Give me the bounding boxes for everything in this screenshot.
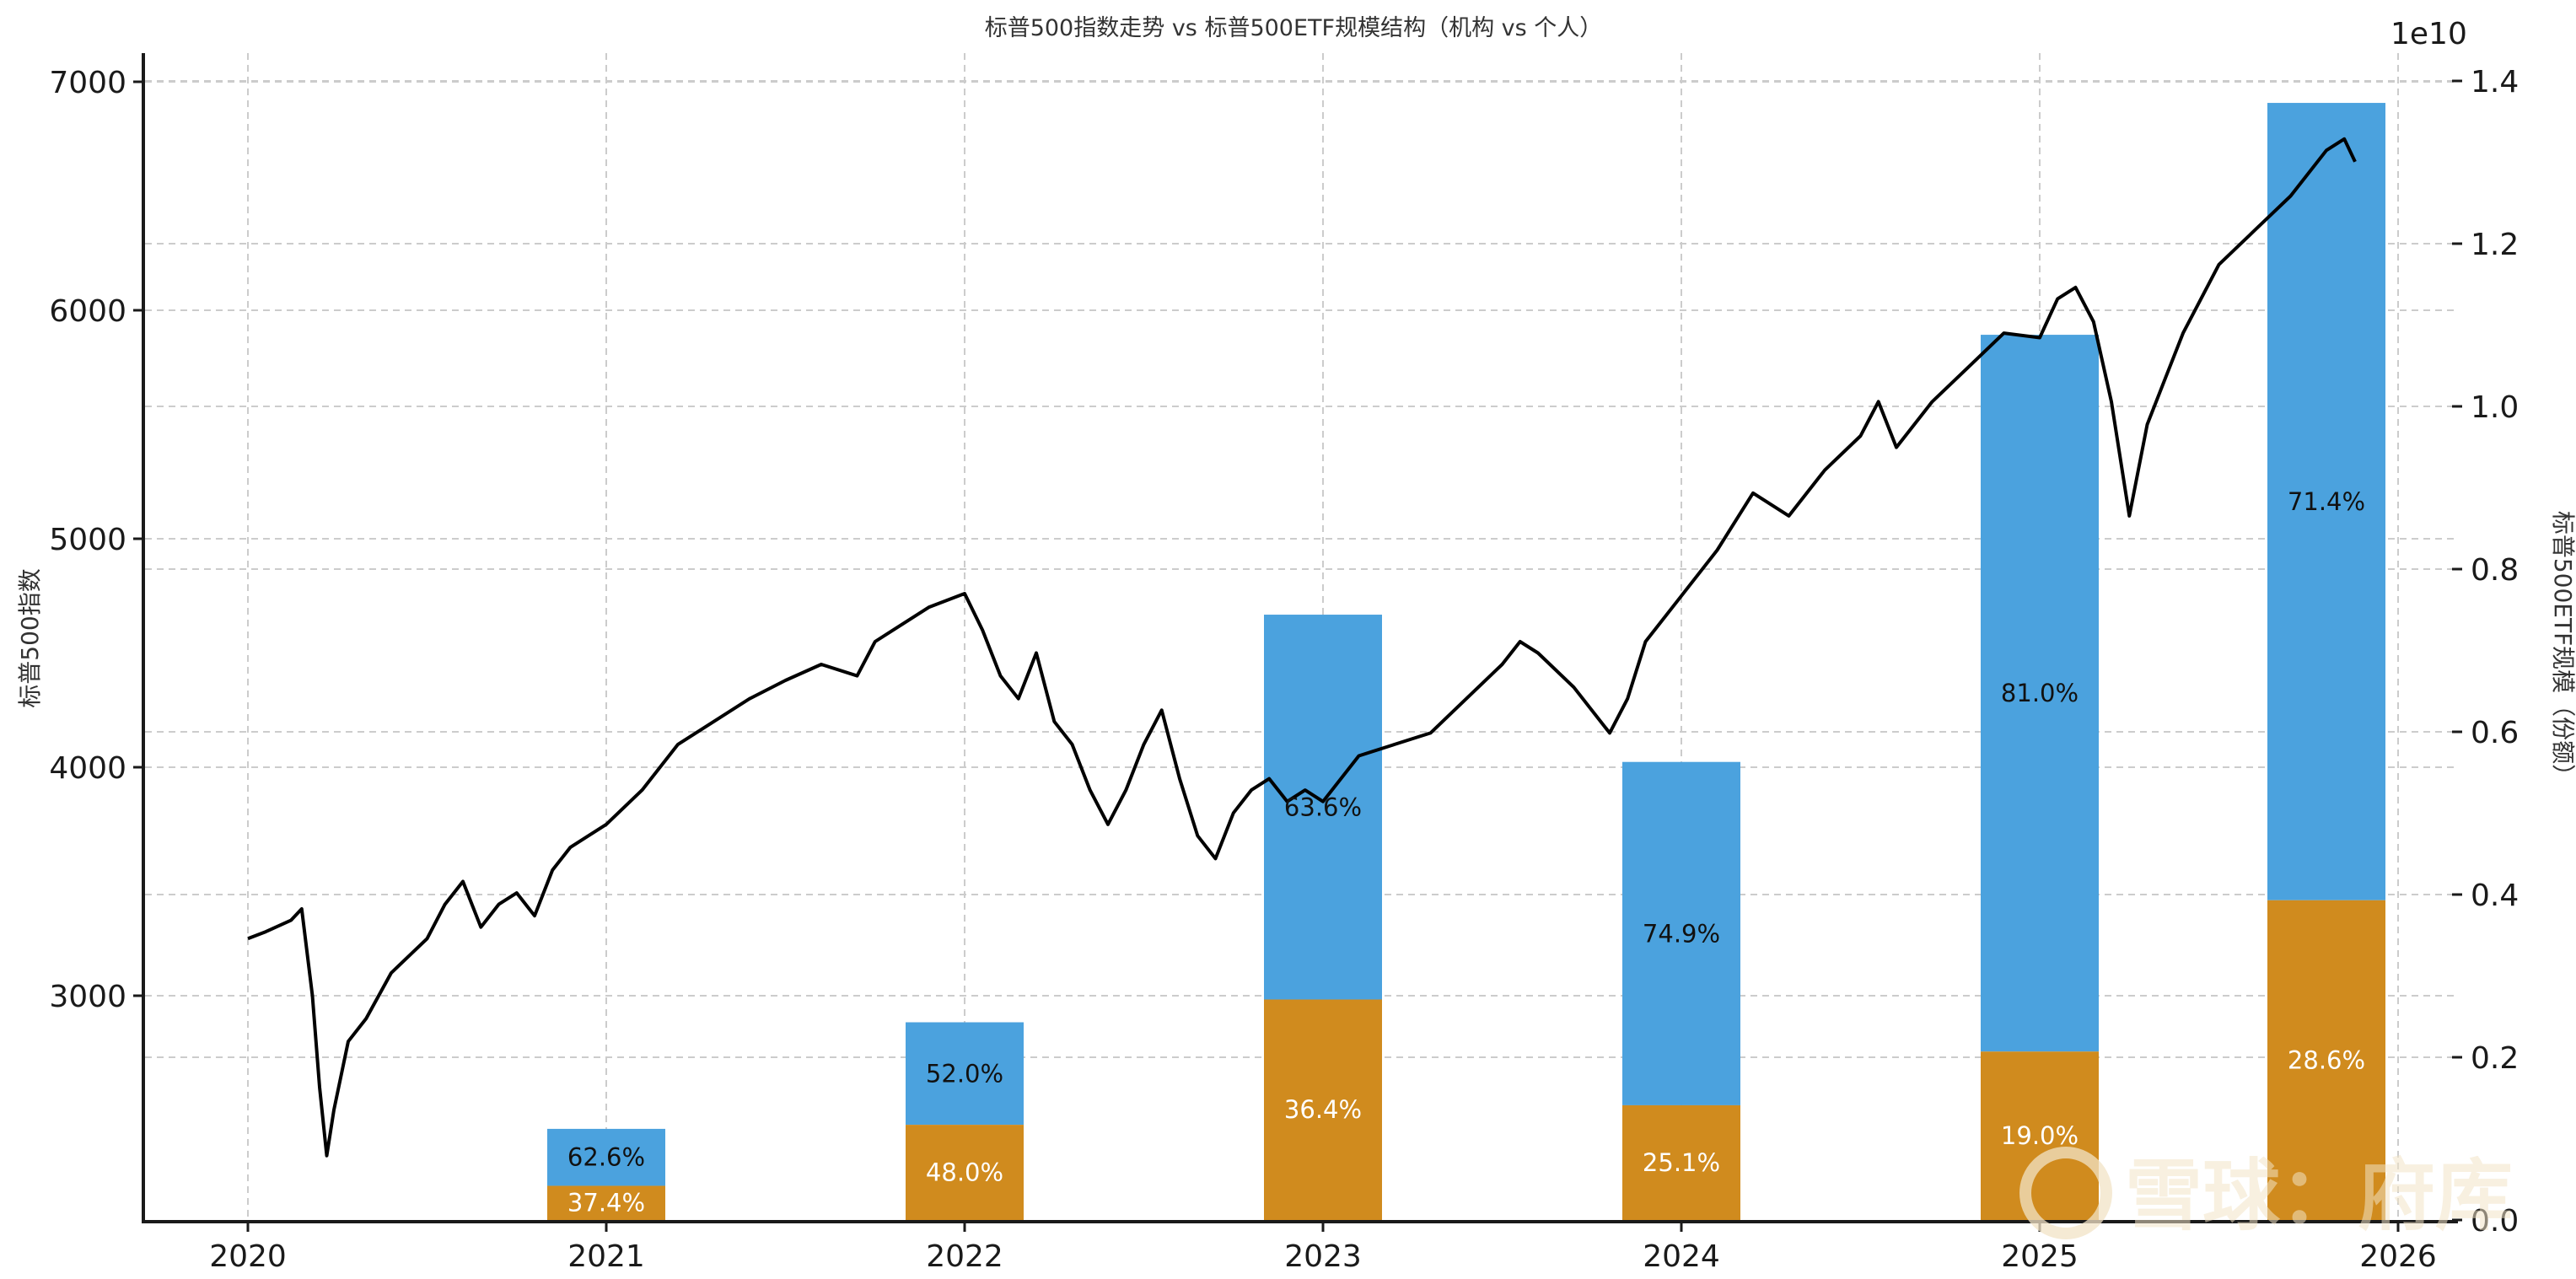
- x-axis-ticks: 2020 2021 2022 2023 2024 2025 2026: [209, 1222, 2437, 1274]
- x-tick-label: 2023: [1284, 1239, 1362, 1274]
- individual-pct-label: 37.4%: [567, 1189, 645, 1217]
- right-tick-label: 0.6: [2471, 716, 2519, 750]
- chart-title: 标普500指数走势 vs 标普500ETF规模结构（机构 vs 个人）: [985, 15, 1603, 41]
- x-tick-label: 2022: [926, 1239, 1003, 1274]
- right-axis-offset-text: 1e10: [2390, 17, 2467, 51]
- watermark-text: 雪球：府库: [2125, 1151, 2513, 1241]
- left-tick-label: 4000: [49, 751, 126, 786]
- individual-pct-label: 19.0%: [2001, 1121, 2079, 1150]
- right-axis-ticks: 0.0 0.2 0.4 0.6 0.8 1.0 1.2 1.4: [2452, 65, 2519, 1239]
- left-axis-label: 标普500指数: [16, 568, 44, 707]
- individual-pct-label: 25.1%: [1643, 1148, 1720, 1177]
- watermark-logo-icon: [2019, 1147, 2112, 1239]
- watermark: 雪球：府库: [2019, 1147, 2513, 1241]
- right-tick-label: 1.0: [2471, 390, 2519, 425]
- sp500-index-line: [247, 137, 2357, 1158]
- institution-pct-label: 81.0%: [2001, 679, 2079, 707]
- individual-pct-label: 36.4%: [1284, 1095, 1362, 1124]
- bar-segment-individual: [1981, 1051, 2099, 1220]
- bar-segment-individual: [1622, 1104, 1740, 1220]
- x-tick-label: 2026: [2359, 1239, 2437, 1274]
- stacked-bar: [547, 1128, 665, 1220]
- right-tick-label: 0.4: [2471, 879, 2519, 913]
- bar-segment-individual: [1264, 999, 1382, 1220]
- right-tick-label: 1.4: [2471, 65, 2519, 99]
- bar-segment-institution: [1981, 335, 2099, 1052]
- bar-segment-individual: [906, 1125, 1024, 1220]
- left-axis-ticks: 3000 4000 5000 6000 7000: [49, 66, 143, 1014]
- bar-segment-institution: [1622, 761, 1740, 1105]
- x-tick-label: 2024: [1643, 1239, 1720, 1274]
- stacked-bars: [547, 103, 2385, 1220]
- x-tick-label: 2021: [567, 1239, 645, 1274]
- right-tick-label: 0.8: [2471, 553, 2519, 588]
- bar-segment-institution: [1264, 615, 1382, 1000]
- bar-segment-institution: [547, 1128, 665, 1186]
- x-tick-label: 2025: [2001, 1239, 2079, 1274]
- individual-pct-label: 28.6%: [2288, 1045, 2365, 1074]
- bar-segment-individual: [2267, 900, 2385, 1220]
- institution-pct-label: 74.9%: [1643, 919, 1720, 948]
- bar-segment-individual: [547, 1185, 665, 1220]
- stacked-bar: [1622, 761, 1740, 1220]
- left-tick-label: 3000: [49, 980, 126, 1014]
- stacked-bar: [2267, 103, 2385, 1220]
- institution-pct-label: 52.0%: [926, 1059, 1003, 1088]
- bar-segment-institution: [906, 1022, 1024, 1126]
- stacked-bar: [906, 1022, 1024, 1220]
- right-axis-label: 标普500ETF规模（份额）: [2549, 511, 2576, 787]
- right-tick-label: 0.0: [2471, 1204, 2519, 1239]
- stacked-bar: [1264, 615, 1382, 1220]
- institution-pct-label: 62.6%: [567, 1143, 645, 1172]
- right-tick-label: 0.2: [2471, 1041, 2519, 1076]
- left-tick-label: 6000: [49, 294, 126, 329]
- institution-pct-label: 71.4%: [2288, 487, 2365, 516]
- bar-segment-institution: [2267, 103, 2385, 900]
- left-tick-label: 5000: [49, 523, 126, 557]
- x-tick-label: 2020: [209, 1239, 287, 1274]
- left-tick-label: 7000: [49, 66, 126, 100]
- individual-pct-label: 48.0%: [926, 1158, 1003, 1187]
- right-tick-label: 1.2: [2471, 228, 2519, 262]
- bar-percentage-labels: 62.6% 37.4% 52.0% 48.0% 63.6% 36.4% 74.9% 25.1%…: [567, 487, 2365, 1217]
- stacked-bar: [1981, 335, 2099, 1220]
- institution-pct-label: 63.6%: [1284, 793, 1362, 821]
